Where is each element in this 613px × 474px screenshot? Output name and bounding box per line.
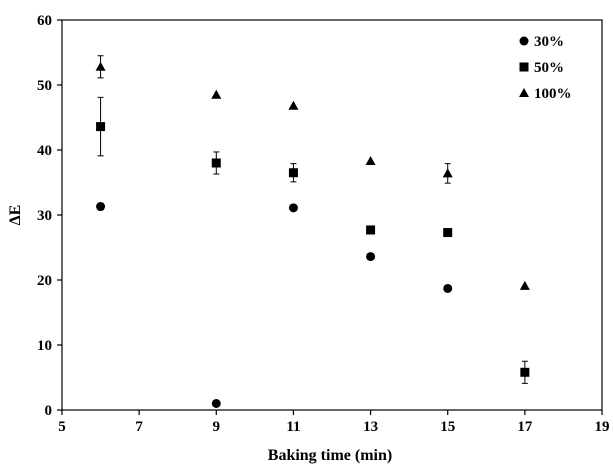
data-point-triangle bbox=[365, 156, 376, 166]
data-point-circle bbox=[443, 283, 453, 293]
data-points bbox=[95, 55, 530, 408]
y-tick-label: 10 bbox=[37, 338, 52, 354]
legend-marker-triangle bbox=[519, 88, 529, 97]
y-tick-label: 40 bbox=[37, 143, 52, 159]
data-point-circle bbox=[96, 202, 106, 212]
axes bbox=[61, 19, 603, 411]
data-point-square bbox=[96, 122, 106, 132]
data-point-square bbox=[443, 228, 453, 238]
legend-label: 30% bbox=[534, 34, 564, 50]
y-tick-label: 0 bbox=[45, 403, 53, 419]
data-point-triangle bbox=[519, 280, 530, 290]
data-point-circle bbox=[288, 203, 298, 213]
x-tick-label: 13 bbox=[363, 419, 378, 435]
plot-frame bbox=[61, 19, 603, 411]
x-tick-label: 19 bbox=[595, 419, 610, 435]
y-tick-label: 20 bbox=[37, 273, 52, 289]
data-point-circle bbox=[366, 252, 376, 262]
data-point-triangle bbox=[211, 89, 222, 99]
x-tick-label: 11 bbox=[286, 419, 300, 435]
data-point-triangle bbox=[442, 168, 453, 178]
y-tick-label: 30 bbox=[37, 208, 52, 224]
y-axis-title: ΔE bbox=[7, 205, 24, 226]
legend-label: 50% bbox=[534, 60, 564, 76]
legend-marker-circle bbox=[519, 36, 529, 46]
x-tick-label: 7 bbox=[135, 419, 143, 435]
x-tick-label: 17 bbox=[517, 419, 533, 435]
x-tick-label: 15 bbox=[440, 419, 455, 435]
data-point-triangle bbox=[95, 61, 106, 71]
legend: 30% 50% 100% bbox=[519, 34, 572, 102]
data-point-triangle bbox=[288, 100, 299, 110]
y-tick-label: 50 bbox=[37, 78, 52, 94]
legend-marker-square bbox=[519, 62, 529, 72]
legend-label: 100% bbox=[534, 86, 572, 102]
data-point-square bbox=[520, 367, 530, 377]
data-point-square bbox=[211, 158, 221, 168]
y-tick-label: 60 bbox=[37, 13, 52, 29]
x-tick-label: 5 bbox=[58, 419, 66, 435]
x-axis-title: Baking time (min) bbox=[268, 447, 392, 464]
x-tick-label: 9 bbox=[213, 419, 221, 435]
ticks: 5 7 9 11 13 15 17 19 0 10 20 30 40 50 60 bbox=[37, 13, 610, 435]
data-point-square bbox=[366, 225, 376, 235]
data-point-square bbox=[288, 168, 298, 178]
data-point-circle bbox=[211, 399, 221, 408]
